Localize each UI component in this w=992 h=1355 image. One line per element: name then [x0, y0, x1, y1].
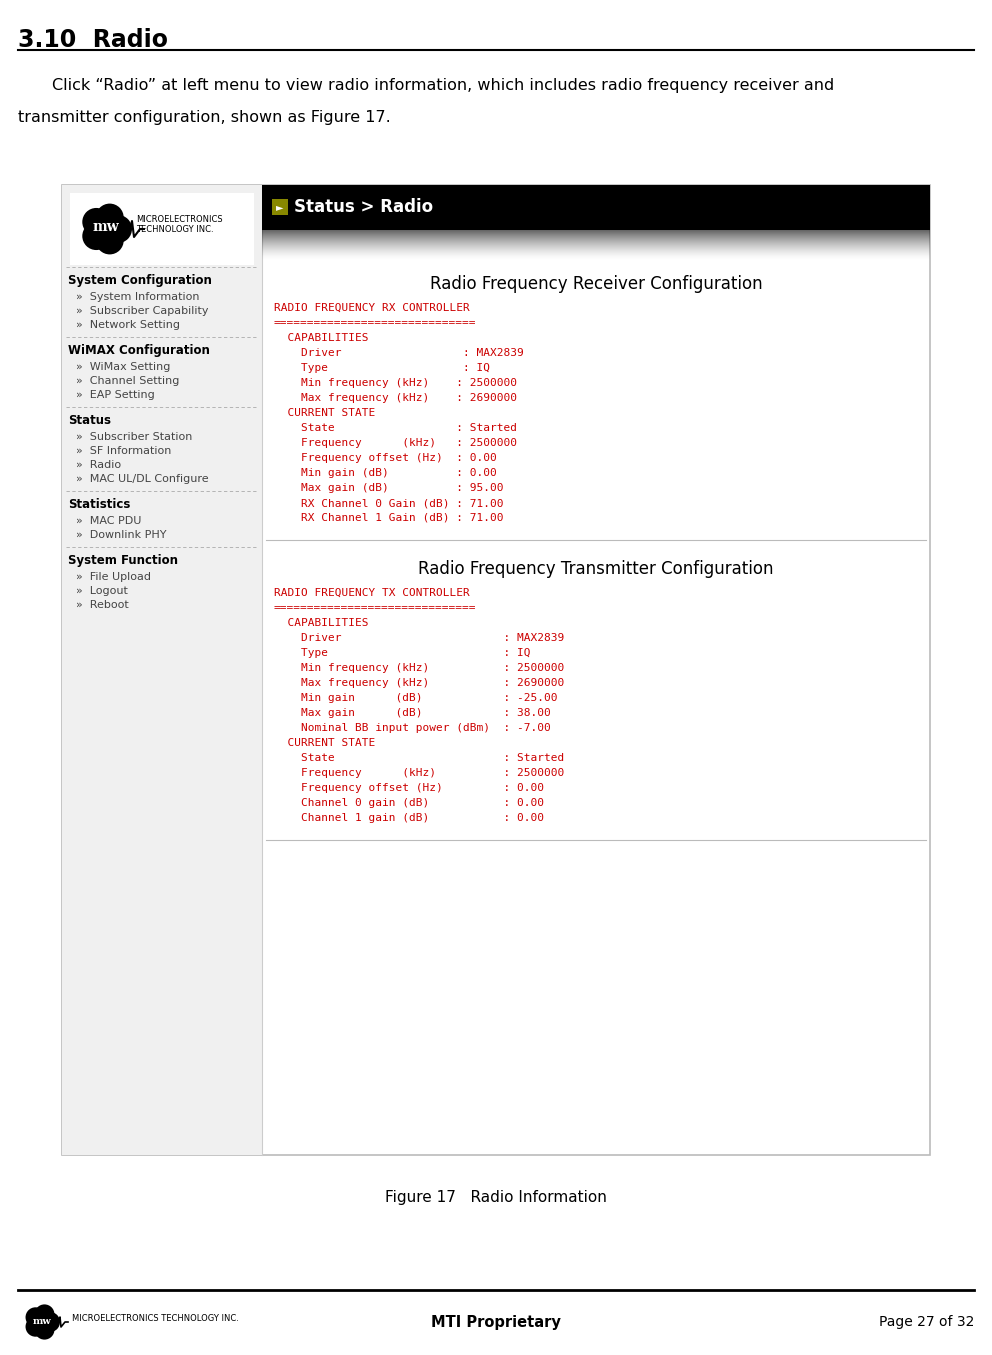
Text: System Function: System Function [68, 554, 178, 566]
Circle shape [104, 215, 132, 243]
FancyBboxPatch shape [262, 186, 930, 230]
Text: ==============================: ============================== [274, 318, 476, 328]
Circle shape [82, 222, 110, 251]
Text: CURRENT STATE: CURRENT STATE [274, 408, 375, 417]
FancyBboxPatch shape [62, 186, 930, 1154]
Text: Frequency      (kHz)          : 2500000: Frequency (kHz) : 2500000 [274, 768, 564, 778]
Text: mw: mw [33, 1317, 52, 1325]
Text: »  EAP Setting: » EAP Setting [76, 390, 155, 400]
Circle shape [95, 226, 124, 255]
Text: Nominal BB input power (dBm)  : -7.00: Nominal BB input power (dBm) : -7.00 [274, 724, 551, 733]
Text: State                  : Started: State : Started [274, 423, 517, 434]
Text: MICROELECTRONICS TECHNOLOGY INC.: MICROELECTRONICS TECHNOLOGY INC. [72, 1314, 239, 1322]
Text: Radio Frequency Receiver Configuration: Radio Frequency Receiver Configuration [430, 275, 762, 293]
Text: Min frequency (kHz)    : 2500000: Min frequency (kHz) : 2500000 [274, 378, 517, 388]
Text: Type                    : IQ: Type : IQ [274, 363, 490, 373]
Text: Status > Radio: Status > Radio [294, 198, 434, 215]
Text: Min gain      (dB)            : -25.00: Min gain (dB) : -25.00 [274, 692, 558, 703]
Text: MTI Proprietary: MTI Proprietary [432, 1314, 560, 1331]
Text: Min gain (dB)          : 0.00: Min gain (dB) : 0.00 [274, 467, 497, 478]
Text: RX Channel 0 Gain (dB) : 71.00: RX Channel 0 Gain (dB) : 71.00 [274, 499, 504, 508]
Text: »  MAC PDU: » MAC PDU [76, 516, 142, 526]
Text: CAPABILITIES: CAPABILITIES [274, 333, 368, 343]
Circle shape [40, 1312, 60, 1332]
Text: »  MAC UL/DL Configure: » MAC UL/DL Configure [76, 474, 208, 484]
Text: Max frequency (kHz)    : 2690000: Max frequency (kHz) : 2690000 [274, 393, 517, 402]
Circle shape [26, 1308, 46, 1328]
Circle shape [82, 207, 110, 236]
Text: Status: Status [68, 415, 111, 427]
Text: Radio Frequency Transmitter Configuration: Radio Frequency Transmitter Configuratio… [419, 560, 774, 579]
FancyBboxPatch shape [272, 199, 288, 215]
Text: »  System Information: » System Information [76, 291, 199, 302]
Text: »  Channel Setting: » Channel Setting [76, 375, 180, 386]
Text: Channel 0 gain (dB)           : 0.00: Channel 0 gain (dB) : 0.00 [274, 798, 544, 808]
Text: »  Downlink PHY: » Downlink PHY [76, 530, 167, 541]
Text: Type                          : IQ: Type : IQ [274, 648, 531, 659]
Text: »  File Upload: » File Upload [76, 572, 151, 583]
Text: ►: ► [276, 202, 284, 211]
Text: ==============================: ============================== [274, 603, 476, 612]
Text: Frequency      (kHz)   : 2500000: Frequency (kHz) : 2500000 [274, 438, 517, 449]
Text: MICROELECTRONICS
TECHNOLOGY INC.: MICROELECTRONICS TECHNOLOGY INC. [136, 215, 222, 234]
Text: Frequency offset (Hz)  : 0.00: Frequency offset (Hz) : 0.00 [274, 453, 497, 463]
Text: Figure 17   Radio Information: Figure 17 Radio Information [385, 1190, 607, 1205]
Text: »  Network Setting: » Network Setting [76, 320, 180, 331]
Text: Max gain      (dB)            : 38.00: Max gain (dB) : 38.00 [274, 709, 551, 718]
Circle shape [31, 1312, 53, 1333]
Text: transmitter configuration, shown as Figure 17.: transmitter configuration, shown as Figu… [18, 110, 391, 125]
Text: Driver                  : MAX2839: Driver : MAX2839 [274, 348, 524, 358]
Text: WiMAX Configuration: WiMAX Configuration [68, 344, 210, 356]
Text: Frequency offset (Hz)         : 0.00: Frequency offset (Hz) : 0.00 [274, 783, 544, 793]
Text: CURRENT STATE: CURRENT STATE [274, 738, 375, 748]
Circle shape [35, 1320, 55, 1340]
Text: Max frequency (kHz)           : 2690000: Max frequency (kHz) : 2690000 [274, 678, 564, 688]
Text: Driver                        : MAX2839: Driver : MAX2839 [274, 633, 564, 644]
Text: »  Subscriber Station: » Subscriber Station [76, 432, 192, 442]
Text: Max gain (dB)          : 95.00: Max gain (dB) : 95.00 [274, 482, 504, 493]
Circle shape [95, 203, 124, 232]
Text: »  SF Information: » SF Information [76, 446, 172, 457]
Text: »  Radio: » Radio [76, 459, 121, 470]
FancyBboxPatch shape [70, 192, 254, 266]
Circle shape [35, 1305, 55, 1324]
Text: RADIO FREQUENCY TX CONTROLLER: RADIO FREQUENCY TX CONTROLLER [274, 588, 470, 598]
Circle shape [90, 213, 122, 245]
Text: »  Reboot: » Reboot [76, 600, 129, 610]
Text: Statistics: Statistics [68, 499, 130, 511]
Text: »  WiMax Setting: » WiMax Setting [76, 362, 171, 373]
Text: Min frequency (kHz)           : 2500000: Min frequency (kHz) : 2500000 [274, 663, 564, 673]
Text: Click “Radio” at left menu to view radio information, which includes radio frequ: Click “Radio” at left menu to view radio… [52, 79, 834, 93]
Text: RX Channel 1 Gain (dB) : 71.00: RX Channel 1 Gain (dB) : 71.00 [274, 514, 504, 523]
Text: State                         : Started: State : Started [274, 753, 564, 763]
Text: RADIO FREQUENCY RX CONTROLLER: RADIO FREQUENCY RX CONTROLLER [274, 304, 470, 313]
Text: CAPABILITIES: CAPABILITIES [274, 618, 368, 627]
Text: 3.10  Radio: 3.10 Radio [18, 28, 168, 51]
Text: Page 27 of 32: Page 27 of 32 [879, 1314, 974, 1329]
FancyBboxPatch shape [62, 186, 262, 1154]
Circle shape [26, 1317, 46, 1336]
Text: Channel 1 gain (dB)           : 0.00: Channel 1 gain (dB) : 0.00 [274, 813, 544, 822]
Text: »  Logout: » Logout [76, 585, 128, 596]
Text: mw: mw [92, 220, 119, 234]
Text: System Configuration: System Configuration [68, 274, 212, 287]
Text: »  Subscriber Capability: » Subscriber Capability [76, 306, 208, 316]
